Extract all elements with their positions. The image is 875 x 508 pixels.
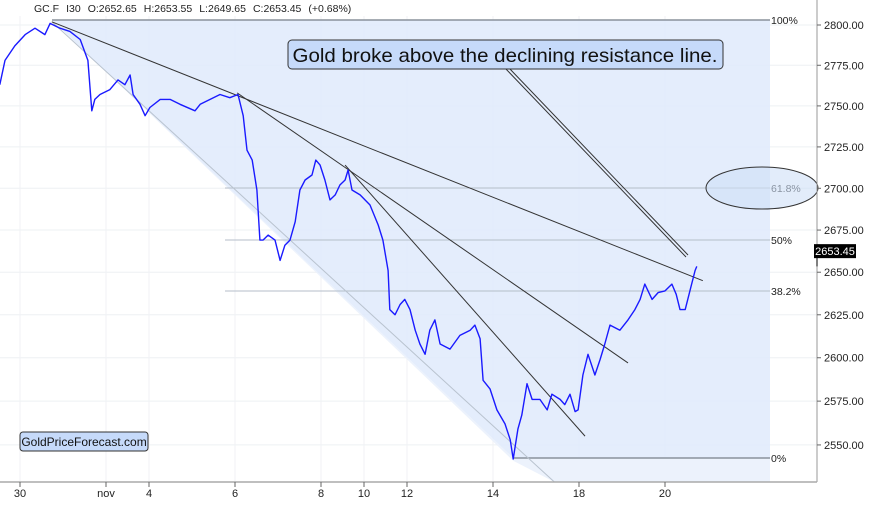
y-axis-ticks: 2550.00 2575.00 2600.00 2625.00 2650.00 2675.…	[817, 20, 864, 452]
header-bg	[0, 0, 875, 16]
annotation-box: Gold broke above the declining resistanc…	[287, 39, 724, 70]
x-tick-label: 12	[401, 488, 413, 500]
x-tick-label: 18	[573, 488, 585, 500]
y-tick-label: 2725.00	[824, 142, 864, 154]
fib-level-label: 0%	[771, 453, 786, 465]
fib-level-label: 100%	[771, 15, 798, 27]
x-tick-label: 10	[358, 488, 370, 500]
low-value: L:2649.65	[199, 3, 246, 15]
x-tick-label: 20	[659, 488, 671, 500]
annotation-arrow	[504, 67, 689, 258]
y-tick-label: 2700.00	[824, 183, 864, 195]
x-axis-ticks: 30 nov 4 6 8 10 12 14 18 20	[14, 482, 671, 500]
x-tick-label: 4	[146, 488, 152, 500]
y-tick-label: 2800.00	[824, 20, 864, 32]
last-price-bg	[814, 244, 856, 259]
y-tick-label: 2600.00	[824, 353, 864, 365]
y-tick-label: 2575.00	[824, 396, 864, 408]
x-tick-label: 8	[318, 488, 324, 500]
open-value: O:2652.65	[88, 3, 137, 15]
annotation-text: Gold broke above the declining resistanc…	[293, 45, 718, 67]
close-value: C:2653.45	[253, 3, 302, 15]
high-value: H:2653.55	[144, 3, 193, 15]
symbol: GC.F	[34, 3, 59, 15]
ohlc-header: GC.F I30 O:2652.65 H:2653.55 L:2649.65 C:2653…	[34, 3, 351, 15]
y-tick-label: 2775.00	[824, 60, 864, 72]
watermark-box: GoldPriceForecast.com	[19, 431, 149, 452]
price-line	[0, 22, 698, 460]
trendline	[344, 164, 586, 437]
highlight-ellipse	[705, 166, 819, 210]
change-value: (+0.68%)	[308, 3, 351, 15]
y-tick-label: 2625.00	[824, 310, 864, 322]
interval: I30	[66, 3, 81, 15]
x-tick-label: 30	[14, 488, 26, 500]
x-tick-label: nov	[97, 488, 115, 500]
y-tick-label: 2675.00	[824, 225, 864, 237]
y-tick-label: 2550.00	[824, 440, 864, 452]
watermark-text: GoldPriceForecast.com	[21, 435, 146, 449]
trendline	[51, 21, 704, 282]
trendline	[236, 92, 629, 364]
y-tick-label: 2650.00	[824, 267, 864, 279]
x-tick-label: 6	[232, 488, 238, 500]
y-tick-label: 2750.00	[824, 101, 864, 113]
last-price-tag: 2653.45	[814, 244, 856, 267]
fib-level-label: 50%	[771, 235, 792, 247]
x-tick-label: 14	[487, 488, 499, 500]
fib-level-label: 38.2%	[771, 286, 801, 298]
last-price-label: 2653.45	[815, 246, 855, 258]
